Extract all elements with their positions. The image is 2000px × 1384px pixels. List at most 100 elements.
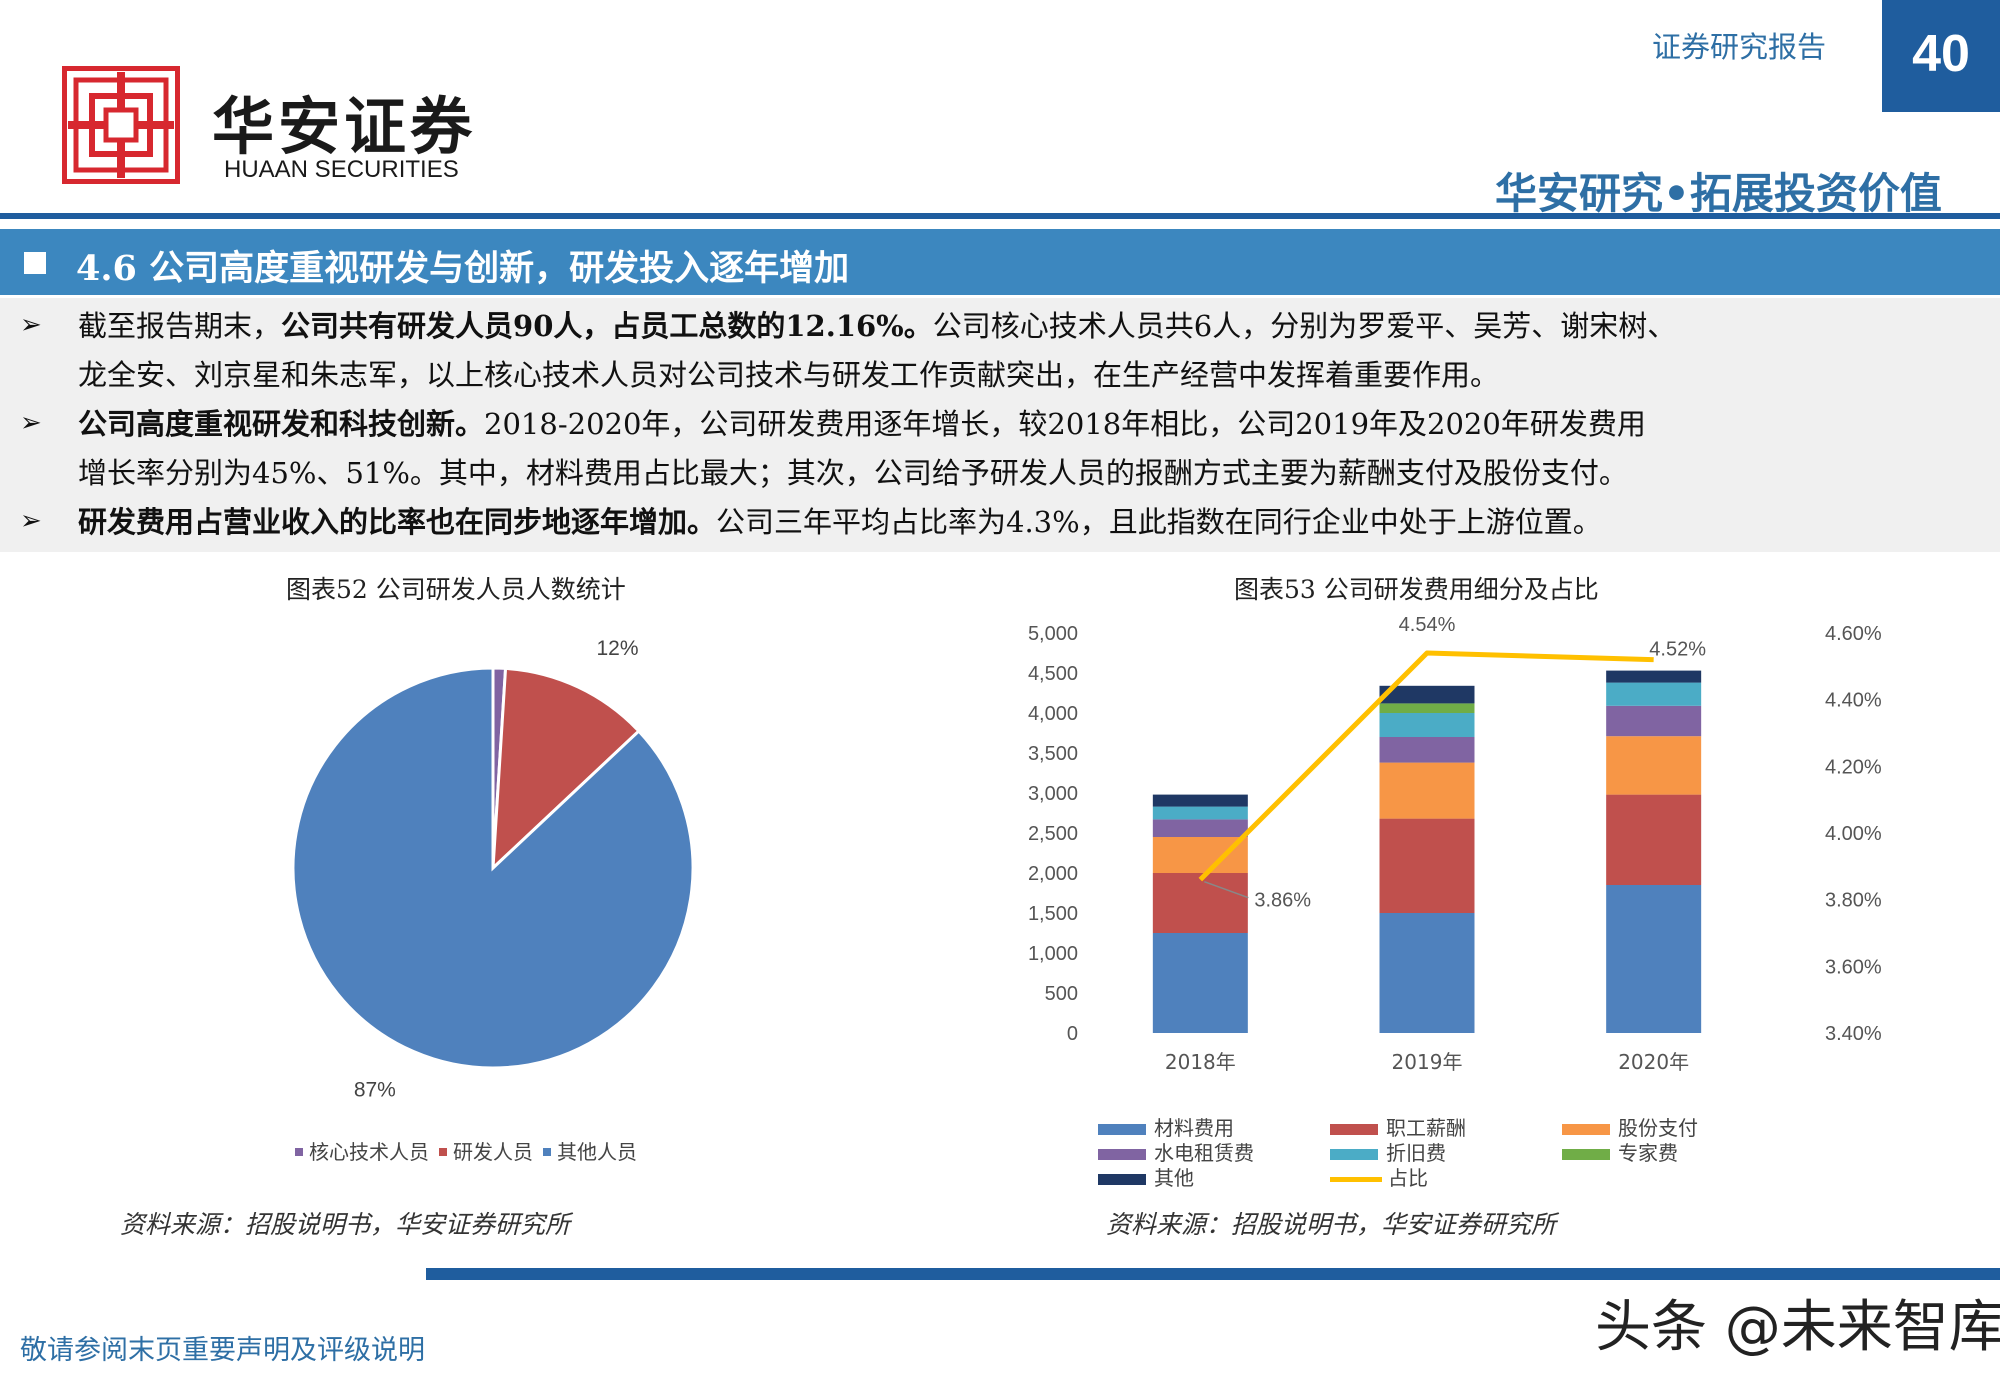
legend-swatch [439, 1148, 447, 1156]
header-divider [0, 213, 2000, 219]
legend-swatch [543, 1148, 551, 1156]
bar-segment [1379, 737, 1475, 763]
legend-item: 股份支付 [1562, 1112, 1698, 1141]
y-left-tick-label: 3,500 [1028, 743, 1078, 765]
y-left-tick-label: 2,000 [1028, 863, 1078, 885]
bullet-prefix: 截至报告期末， [78, 309, 282, 343]
bullet-list: ➢ 截至报告期末，公司共有研发人员90人，占员工总数的12.16%。公司核心技术… [0, 298, 2000, 552]
y-left-tick-label: 1,500 [1028, 903, 1078, 925]
legend-label: 其他人员 [557, 1140, 637, 1164]
x-tick-label: 2020年 [1618, 1050, 1689, 1074]
logo-chinese-name: 华安证券 [212, 90, 477, 163]
section-square-icon [24, 252, 46, 274]
legend-swatch [1562, 1149, 1610, 1160]
section-title-bar [0, 229, 2000, 295]
legend-label: 股份支付 [1618, 1116, 1698, 1140]
logo-english-name: HUAAN SECURITIES [224, 156, 459, 183]
y-right-tick-label: 4.00% [1825, 823, 1882, 845]
bar-chart-legend: 材料费用 职工薪酬 股份支付水电租赁费 折旧费 专家费其他 占比 [1098, 1112, 1698, 1192]
bar-segment [1152, 794, 1248, 807]
legend-label: 其他 [1154, 1166, 1194, 1190]
page-number-box [1882, 0, 2000, 112]
stacked-bar-line-chart: 0 500 1,000 1,500 2,000 2,500 3,000 3,500 4,000 4… [1028, 614, 1882, 1074]
bar-segment [1606, 794, 1702, 885]
bar-segment [1152, 837, 1248, 873]
arrow-bullet-icon: ➢ [20, 408, 42, 438]
bullet-text: 公司高度重视研发和科技创新。2018-2020年，公司研发费用逐年增长，较201… [78, 400, 1998, 498]
legend-swatch [1330, 1124, 1378, 1135]
legend-label: 材料费用 [1154, 1116, 1234, 1140]
label-leader-line [1204, 880, 1249, 899]
bar-segment [1379, 713, 1475, 737]
legend-swatch [1098, 1149, 1146, 1160]
legend-label: 水电租赁费 [1154, 1141, 1254, 1165]
y-right-tick-label: 3.80% [1825, 890, 1882, 912]
y-left-tick-label: 4,000 [1028, 703, 1078, 725]
pie-data-label: 87% [354, 1079, 396, 1100]
bullet-text: 截至报告期末，公司共有研发人员90人，占员工总数的12.16%。公司核心技术人员… [78, 302, 1998, 400]
legend-item: 占比 [1330, 1162, 1428, 1191]
legend-swatch [1330, 1149, 1378, 1160]
legend-swatch [1562, 1124, 1610, 1135]
legend-swatch [1330, 1177, 1382, 1182]
disclaimer-link[interactable]: 敬请参阅末页重要声明及评级说明 [20, 1335, 425, 1366]
ratio-line [1198, 650, 1654, 882]
y-left-tick-label: 2,500 [1028, 823, 1078, 845]
bullet-rest: 公司三年平均占比率为4.3%，且此指数在同行企业中处于上游位置。 [716, 505, 1602, 539]
bar-segment [1379, 913, 1475, 1033]
bar-segment [1606, 670, 1702, 683]
y-left-tick-label: 1,000 [1028, 943, 1078, 965]
bullet-text: 研发费用占营业收入的比率也在同步地逐年增加。公司三年平均占比率为4.3%，且此指… [78, 498, 1998, 547]
footer-divider [426, 1268, 2000, 1280]
y-left-tick-label: 5,000 [1028, 623, 1078, 645]
pie-chart: 1%12%87% [291, 637, 695, 1100]
legend-swatch [1098, 1174, 1146, 1185]
bullet-line2: 增长率分别为45%、51%。其中，材料费用占比最大；其次，公司给予研发人员的报酬… [78, 456, 1628, 490]
legend-label: 职工薪酬 [1386, 1116, 1466, 1140]
y-left-tick-label: 500 [1045, 983, 1078, 1005]
pie-slice [291, 666, 695, 1070]
bar-segment [1152, 873, 1248, 933]
page-number: 40 [1912, 25, 1970, 83]
legend-item: 其他 [1098, 1162, 1194, 1191]
x-tick-label: 2018年 [1165, 1050, 1236, 1074]
bar-segment [1152, 933, 1248, 1033]
bar-segment [1606, 885, 1702, 1033]
bullet-rest: 2018-2020年，公司研发费用逐年增长，较2018年相比，公司2019年及2… [484, 407, 1646, 441]
bar-segment [1379, 762, 1475, 819]
pie-source-note: 资料来源：招股说明书，华安证券研究所 [120, 1210, 571, 1239]
legend-label: 折旧费 [1386, 1141, 1446, 1165]
arrow-bullet-icon: ➢ [20, 506, 42, 536]
pie-data-label: 12% [597, 637, 639, 660]
pie-slice [491, 666, 641, 872]
ratio-data-label: 4.52% [1649, 639, 1706, 661]
legend-label: 研发人员 [453, 1140, 533, 1164]
huaan-logo-icon [62, 66, 180, 184]
y-right-tick-label: 4.60% [1825, 623, 1882, 645]
report-type-label: 证券研究报告 [1652, 30, 1827, 64]
y-left-tick-label: 3,000 [1028, 783, 1078, 805]
bullet-bold: 公司共有研发人员90人，占员工总数的12.16%。 [281, 309, 933, 343]
bullet-rest: 公司核心技术人员共6人，分别为罗爱平、吴芳、谢宋树、 [932, 309, 1677, 343]
bar-segment [1606, 736, 1702, 795]
pie-legend: 核心技术人员 研发人员 其他人员 [285, 1136, 637, 1165]
bar-segment [1379, 818, 1475, 913]
bar-chart-title: 图表53 公司研发费用细分及占比 [1234, 575, 1599, 604]
section-title: 4.6 公司高度重视研发与创新，研发投入逐年增加 [76, 248, 850, 289]
y-left-tick-label: 0 [1067, 1023, 1078, 1045]
legend-label: 专家费 [1618, 1141, 1678, 1165]
header-slogan: 华安研究•拓展投资价值 [1495, 169, 1942, 218]
watermark: 头条 @未来智库 [1595, 1295, 2000, 1360]
bar-segment [1152, 806, 1248, 820]
y-right-tick-label: 3.40% [1825, 1023, 1882, 1045]
bar-segment [1606, 705, 1702, 737]
legend-item: 专家费 [1562, 1137, 1678, 1166]
arrow-bullet-icon: ➢ [20, 310, 42, 340]
bullet-bold: 研发费用占营业收入的比率也在同步地逐年增加。 [78, 505, 717, 539]
bar-segment [1606, 682, 1702, 706]
y-right-tick-label: 4.20% [1825, 756, 1882, 778]
y-right-tick-label: 4.40% [1825, 690, 1882, 712]
bar-segment [1379, 703, 1475, 713]
bullet-bold: 公司高度重视研发和科技创新。 [78, 407, 485, 441]
y-left-tick-label: 4,500 [1028, 663, 1078, 685]
